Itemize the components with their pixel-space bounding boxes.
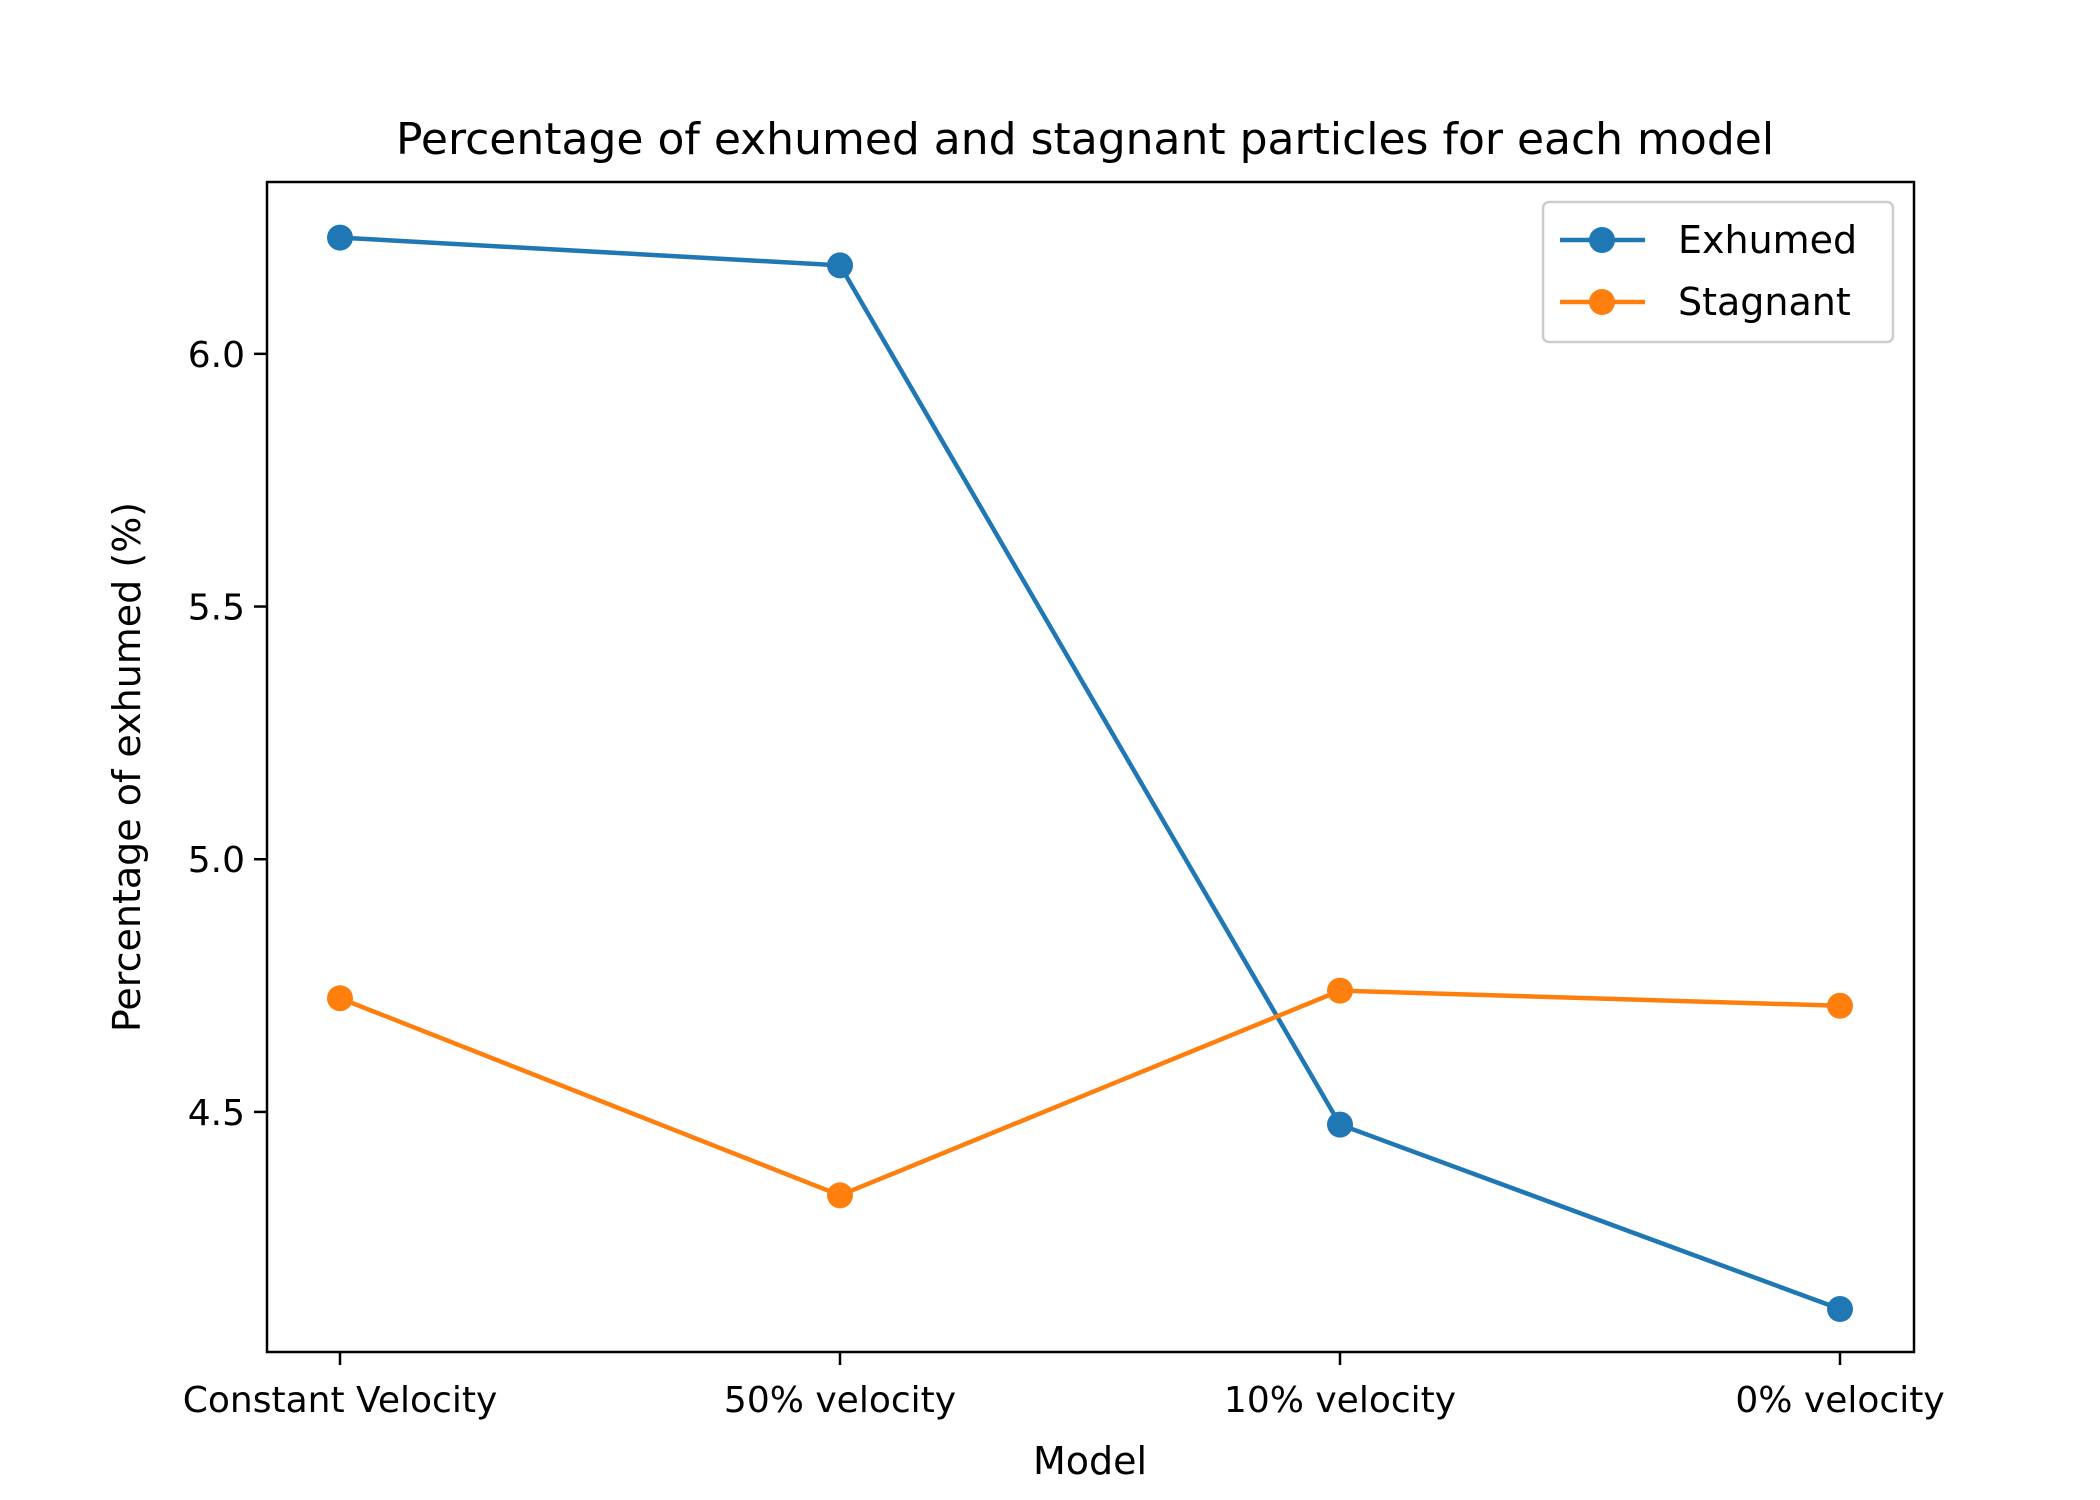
stagnant-point-4: [1827, 992, 1853, 1019]
axes-frame: [265, 180, 1916, 1354]
exhumed-point-4: [1827, 1296, 1853, 1323]
stagnant-point-1: [327, 985, 353, 1012]
x-axis-ticks: Constant Velocity 50% velocity 10% velocit…: [183, 1352, 1945, 1421]
x-tick-label: 0% velocity: [1735, 1380, 1944, 1421]
legend-box: [1541, 200, 1895, 344]
y-axis-label: Percentage of exhumed (%): [105, 502, 149, 1032]
y-tick-label: 5.0: [188, 840, 245, 881]
legend-stagnant-label: Stagnant: [1678, 280, 1851, 324]
x-axis-label: Model: [1033, 1439, 1147, 1483]
x-tick-label: Constant Velocity: [183, 1380, 498, 1421]
x-tick-label: 10% velocity: [1224, 1380, 1456, 1421]
x-tick-label: 50% velocity: [724, 1380, 956, 1421]
exhumed-point-1: [327, 224, 353, 251]
y-tick-label: 5.5: [188, 588, 245, 629]
exhumed-point-3: [1327, 1111, 1353, 1138]
legend-exhumed-label: Exhumed: [1678, 218, 1857, 262]
chart-title: Percentage of exhumed and stagnant parti…: [396, 114, 1774, 165]
plot-area: [265, 180, 1916, 1354]
legend-exhumed-marker: [1589, 227, 1615, 253]
stagnant-series-line: [339, 988, 1841, 1198]
stagnant-point-3: [1327, 977, 1353, 1004]
series-layer: [327, 224, 1853, 1323]
exhumed-series-line: [339, 235, 1841, 1312]
y-axis-ticks: 4.5 5.0 5.5 6.0: [188, 335, 267, 1134]
legend-stagnant-marker: [1589, 289, 1615, 315]
y-tick-label: 4.5: [188, 1093, 245, 1134]
exhumed-point-2: [827, 252, 853, 279]
y-tick-label: 6.0: [188, 335, 245, 376]
stagnant-point-2: [827, 1182, 853, 1209]
legend: Exhumed Stagnant: [1541, 200, 1895, 344]
